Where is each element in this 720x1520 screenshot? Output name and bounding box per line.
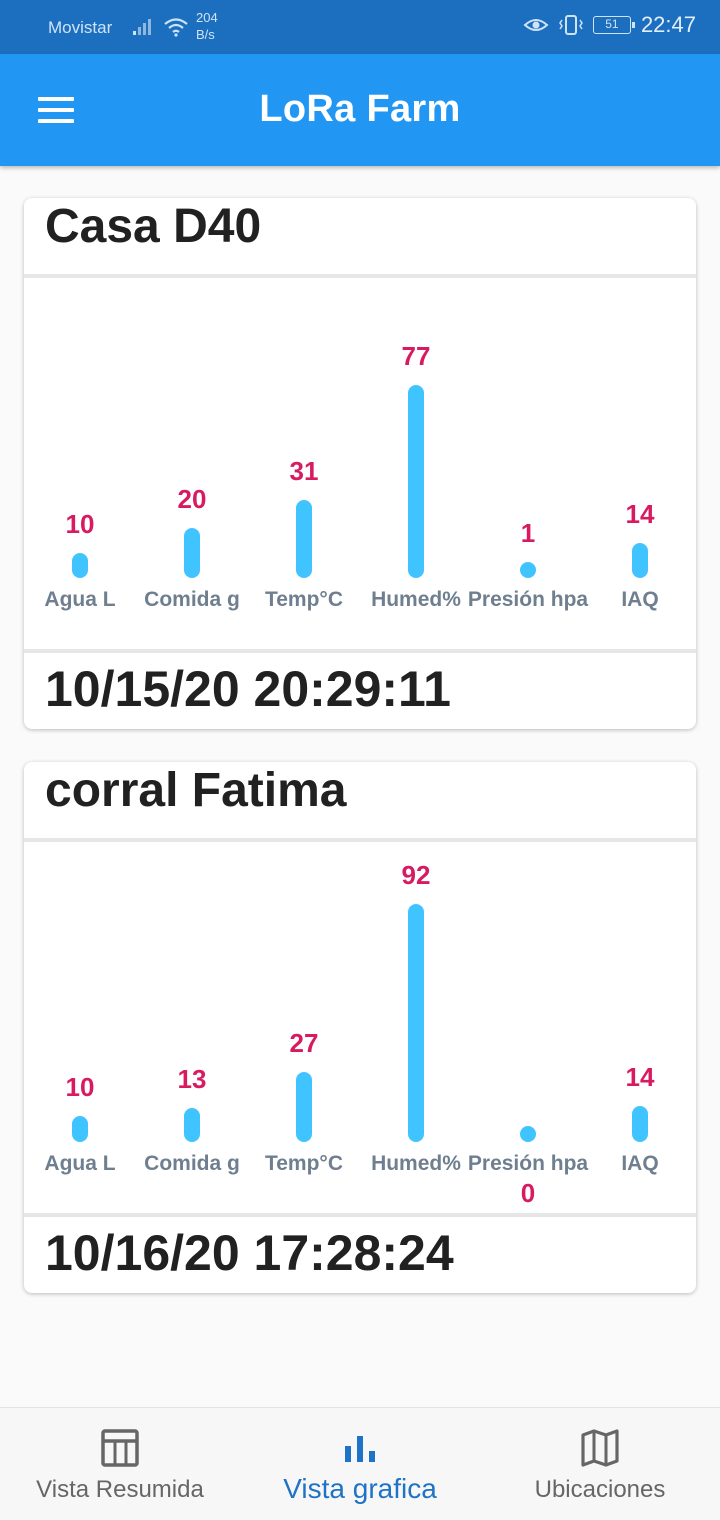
chart-category-label: Comida g xyxy=(144,1152,240,1175)
nav-item-vista-resumida[interactable]: Vista Resumida xyxy=(0,1408,240,1520)
chart-value-label: 0 xyxy=(520,1178,536,1208)
app-bar: LoRa Farm xyxy=(0,54,720,166)
device-card-corral-fatima: corral Fatima 10 Agua L 13 Comida g 27 Temp°C… xyxy=(24,762,696,1293)
chart-bar xyxy=(520,1126,536,1142)
device-name: corral Fatima xyxy=(45,764,347,817)
map-icon xyxy=(581,1429,619,1467)
chart-category-label: Temp°C xyxy=(264,588,343,611)
carrier-name: Movistar xyxy=(48,18,113,37)
network-speed: 204 B/s xyxy=(196,9,218,43)
chart-bar xyxy=(632,542,648,578)
card-footer: 10/16/20 17:28:24 xyxy=(24,1213,696,1289)
chart-value-label: 77 xyxy=(401,340,431,371)
card-header: Casa D40 xyxy=(24,198,696,278)
chart-bar xyxy=(296,1072,312,1142)
chart-bar xyxy=(408,384,424,578)
status-icons: 51 22:47 xyxy=(523,12,696,38)
sensor-bar-chart: 10 Agua L 20 Comida g 31 Temp°C 77 Humed% 1 Presi… xyxy=(24,278,696,649)
chart-value-label: 1 xyxy=(520,518,536,548)
clock: 22:47 xyxy=(640,12,696,37)
last-update-timestamp: 10/16/20 17:28:24 xyxy=(45,1225,454,1281)
wifi-icon xyxy=(164,18,188,37)
chart-category-label: Presión hpa xyxy=(467,1152,589,1175)
chart-value-label: 13 xyxy=(177,1064,207,1095)
chart-category-label: Comida g xyxy=(144,588,240,611)
network-speed-value: 204 xyxy=(196,10,218,25)
signal-icon xyxy=(133,19,151,35)
eye-comfort-icon xyxy=(523,19,549,31)
device-card-casa-d40: Casa D40 10 Agua L 20 Comida g 31 Temp°C 77 Hum… xyxy=(24,198,696,729)
table-icon xyxy=(101,1429,139,1467)
chart-value-label: 31 xyxy=(289,456,319,487)
chart-value-label: 10 xyxy=(65,1072,95,1103)
chart-value-label: 14 xyxy=(625,1061,655,1092)
device-name: Casa D40 xyxy=(45,200,262,253)
chart-value-label: 27 xyxy=(289,1028,319,1059)
chart-bar xyxy=(520,562,536,578)
chart-value-label: 14 xyxy=(625,498,655,529)
nav-item-vista-grafica[interactable]: Vista grafica xyxy=(240,1408,480,1520)
chart-bar xyxy=(72,1116,88,1142)
chart-category-label: IAQ xyxy=(621,588,659,611)
chart-bar xyxy=(184,1108,200,1142)
chart-value-label: 10 xyxy=(65,508,95,539)
nav-label: Vista Resumida xyxy=(36,1476,204,1503)
chart-category-label: Humed% xyxy=(371,1152,461,1175)
chart-bar xyxy=(632,1105,648,1142)
last-update-timestamp: 10/15/20 20:29:11 xyxy=(45,661,451,717)
sensor-bar-chart: 10 Agua L 13 Comida g 27 Temp°C 92 Humed% 0 Presi… xyxy=(24,842,696,1213)
battery-icon: 51 xyxy=(592,16,635,34)
chart-value-label: 92 xyxy=(401,859,431,890)
card-header: corral Fatima xyxy=(24,762,696,842)
status-bar: Movistar 204 B/s 51 22:47 xyxy=(0,0,720,54)
chart-category-label: Agua L xyxy=(44,588,116,611)
nav-label: Vista grafica xyxy=(283,1473,437,1504)
vibrate-icon xyxy=(559,15,583,35)
nav-label: Ubicaciones xyxy=(534,1476,666,1503)
nav-item-ubicaciones[interactable]: Ubicaciones xyxy=(480,1408,720,1520)
app-title: LoRa Farm xyxy=(259,88,461,130)
chart-category-label: IAQ xyxy=(621,1152,659,1175)
chart-bar xyxy=(184,527,200,578)
chart-value-label: 20 xyxy=(177,483,207,514)
chart-category-label: Presión hpa xyxy=(467,588,589,611)
chart-bar xyxy=(408,903,424,1142)
network-speed-unit: B/s xyxy=(196,27,215,42)
card-footer: 10/15/20 20:29:11 xyxy=(24,649,696,725)
hamburger-menu-icon[interactable] xyxy=(38,97,74,123)
chart-bar xyxy=(72,552,88,578)
bottom-navigation: Vista Resumida Vista grafica Ubicaciones xyxy=(0,1407,720,1520)
chart-category-label: Agua L xyxy=(44,1152,116,1175)
chart-category-label: Temp°C xyxy=(264,1152,343,1175)
chart-bar xyxy=(296,500,312,578)
bar-chart-icon xyxy=(345,1436,375,1462)
chart-category-label: Humed% xyxy=(371,588,461,611)
